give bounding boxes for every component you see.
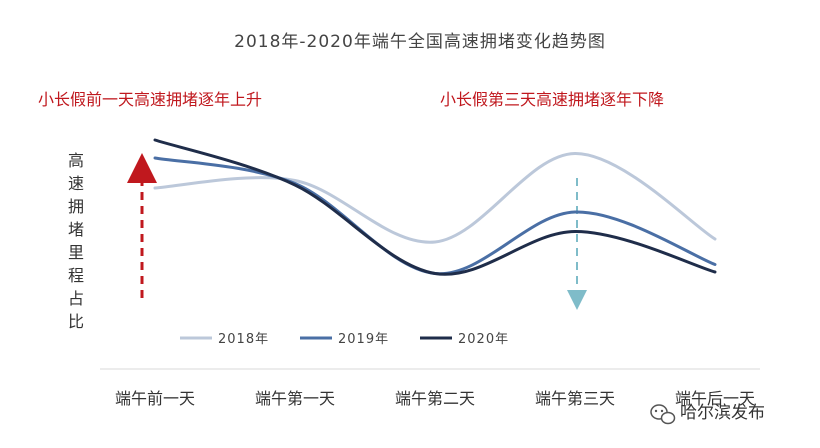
x-tick-label-4: 端午后一天	[675, 389, 755, 408]
legend-label-1: 2019年	[338, 332, 389, 347]
x-tick-label-3: 端午第三天	[535, 389, 615, 408]
legend-label-0: 2018年	[218, 332, 269, 347]
watermark: 哈尔滨发布	[650, 403, 765, 425]
x-tick-label-1: 端午第一天	[255, 389, 335, 408]
series-layer	[153, 138, 717, 276]
chart-title: 2018年-2020年端午全国高速拥堵变化趋势图	[234, 32, 606, 52]
legend-label-2: 2020年	[458, 332, 509, 347]
annotation-left: 小长假前一天高速拥堵逐年上升	[38, 90, 262, 109]
wechat-icon	[650, 404, 676, 425]
watermark-text: 哈尔滨发布	[680, 403, 765, 423]
annotation-arrows	[127, 153, 587, 310]
series-line-0	[153, 151, 717, 244]
x-tick-label-0: 端午前一天	[115, 389, 195, 408]
y-axis-label: 高速拥堵里程占比	[68, 151, 84, 331]
x-tick-labels: 端午前一天 端午第一天 端午第二天 端午第三天 端午后一天	[115, 389, 755, 408]
legend: 2018年 2019年 2020年	[180, 332, 509, 347]
x-tick-label-2: 端午第二天	[395, 389, 475, 408]
annotation-right: 小长假第三天高速拥堵逐年下降	[440, 90, 664, 109]
series-line-2	[153, 138, 717, 276]
